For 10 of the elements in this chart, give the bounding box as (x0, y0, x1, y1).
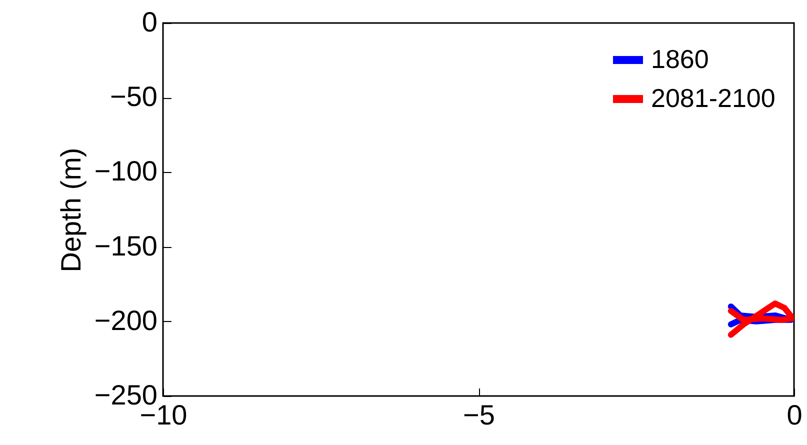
x-tick-label: −5 (463, 400, 495, 430)
y-axis-title: Depth (m) (55, 148, 86, 272)
legend-label: 1860 (651, 44, 709, 74)
y-tick-label: −50 (110, 81, 158, 112)
y-tick-label: 0 (142, 6, 158, 38)
y-tick-label: −200 (94, 304, 158, 336)
legend-label: 2081-2100 (651, 83, 776, 113)
x-tick-label: 0 (786, 400, 802, 430)
y-tick-label: −100 (94, 156, 158, 187)
y-tick-label: −150 (94, 230, 158, 262)
